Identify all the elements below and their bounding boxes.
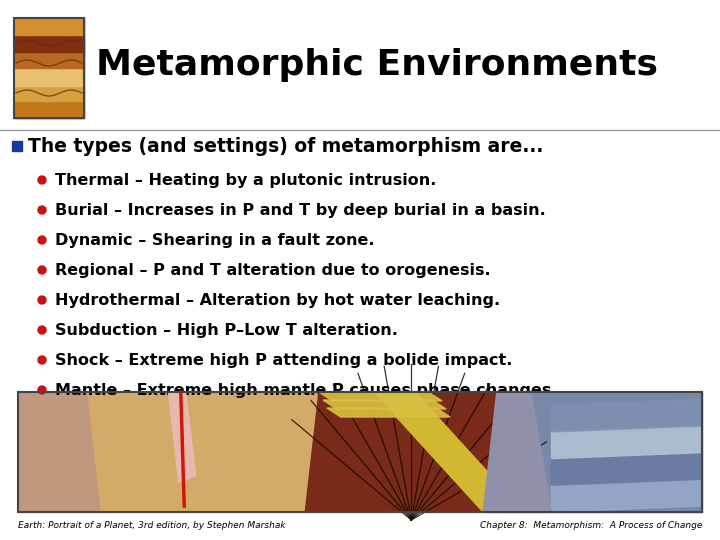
Polygon shape (18, 392, 415, 512)
Circle shape (38, 356, 46, 364)
Text: Burial – Increases in P and T by deep burial in a basin.: Burial – Increases in P and T by deep bu… (55, 202, 546, 218)
Text: Hydrothermal – Alteration by hot water leaching.: Hydrothermal – Alteration by hot water l… (55, 293, 500, 307)
Polygon shape (552, 480, 702, 512)
Bar (12, 141, 22, 151)
Bar (18, 392, 702, 512)
Circle shape (38, 326, 46, 334)
Bar (14, 68, 84, 86)
Text: Thermal – Heating by a plutonic intrusion.: Thermal – Heating by a plutonic intrusio… (55, 172, 436, 187)
Bar (14, 86, 84, 101)
Bar (18, 392, 702, 512)
Text: Earth: Portrait of a Planet, 3rd edition, by Stephen Marshak: Earth: Portrait of a Planet, 3rd edition… (18, 522, 286, 530)
Polygon shape (374, 392, 524, 512)
Text: Chapter 8:  Metamorphism:  A Process of Change: Chapter 8: Metamorphism: A Process of Ch… (480, 522, 702, 530)
Text: Dynamic – Shearing in a fault zone.: Dynamic – Shearing in a fault zone. (55, 233, 374, 247)
Circle shape (38, 176, 46, 184)
Text: The types (and settings) of metamorphism are...: The types (and settings) of metamorphism… (28, 137, 544, 156)
Bar (14, 52, 84, 68)
Polygon shape (552, 400, 702, 432)
Bar (14, 35, 84, 52)
Polygon shape (18, 392, 100, 512)
Polygon shape (327, 408, 450, 417)
Bar (14, 18, 84, 118)
Polygon shape (552, 426, 702, 458)
Polygon shape (59, 392, 360, 512)
Polygon shape (483, 392, 702, 512)
Text: Metamorphic Environments: Metamorphic Environments (96, 48, 658, 82)
Text: Shock – Extreme high P attending a bolide impact.: Shock – Extreme high P attending a bolid… (55, 353, 513, 368)
Bar (14, 18, 84, 35)
Polygon shape (552, 453, 702, 485)
Polygon shape (323, 400, 446, 409)
Text: Subduction – High P–Low T alteration.: Subduction – High P–Low T alteration. (55, 322, 398, 338)
Circle shape (38, 236, 46, 244)
Text: Mantle – Extreme high mantle P causes phase changes.: Mantle – Extreme high mantle P causes ph… (55, 382, 557, 397)
Text: Regional – P and T alteration due to orogenesis.: Regional – P and T alteration due to oro… (55, 262, 490, 278)
Bar (14, 101, 84, 118)
Circle shape (38, 296, 46, 304)
Circle shape (38, 266, 46, 274)
Circle shape (38, 206, 46, 214)
Polygon shape (483, 392, 552, 512)
Circle shape (38, 386, 46, 394)
Polygon shape (168, 392, 196, 482)
Polygon shape (319, 392, 442, 401)
Bar (14, 18, 84, 118)
Polygon shape (305, 392, 510, 512)
